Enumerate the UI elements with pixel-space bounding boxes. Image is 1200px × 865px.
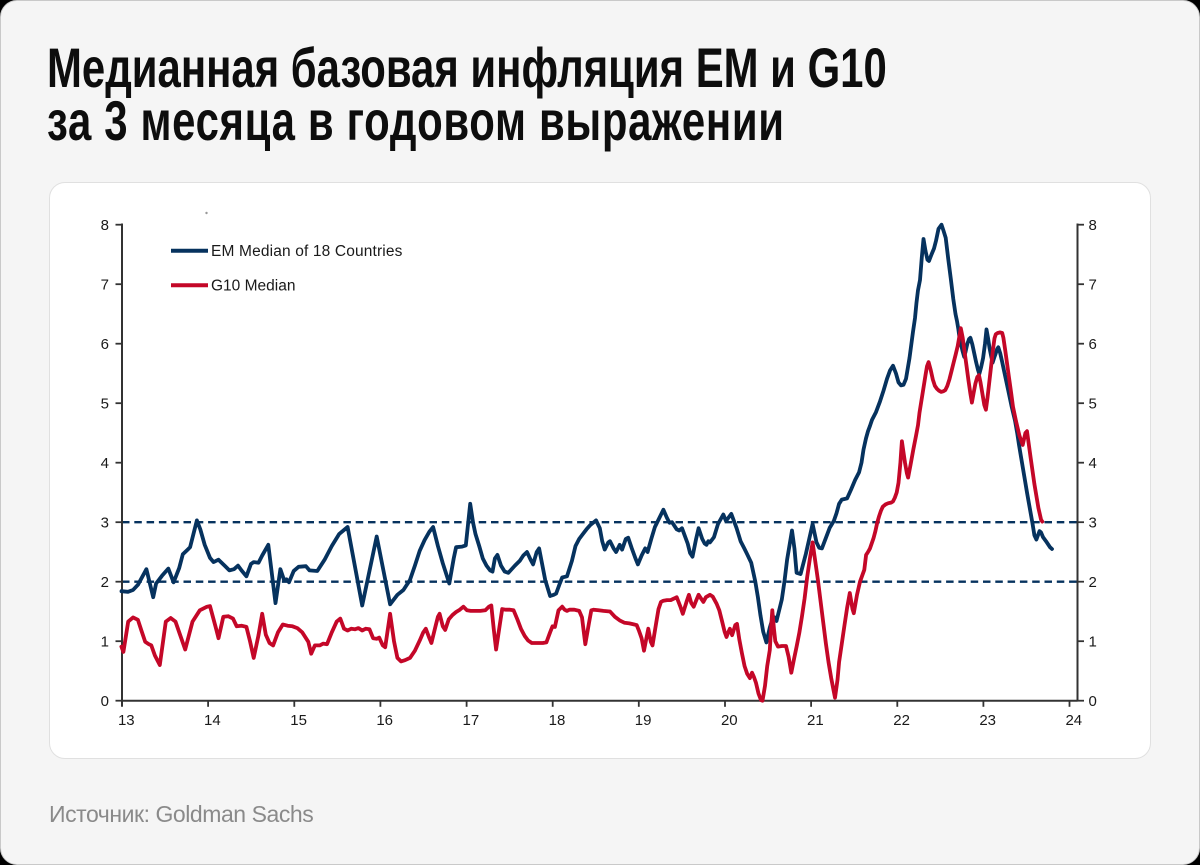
svg-text:17: 17 bbox=[463, 712, 480, 729]
svg-text:24: 24 bbox=[1065, 712, 1082, 729]
svg-text:13: 13 bbox=[118, 712, 135, 729]
svg-text:19: 19 bbox=[635, 712, 652, 729]
svg-text:3: 3 bbox=[1089, 515, 1097, 532]
svg-text:14: 14 bbox=[204, 712, 221, 729]
svg-text:22: 22 bbox=[893, 712, 910, 729]
svg-text:15: 15 bbox=[290, 712, 307, 729]
svg-text:4: 4 bbox=[101, 455, 109, 472]
svg-text:1: 1 bbox=[1089, 634, 1097, 651]
svg-text:16: 16 bbox=[376, 712, 393, 729]
svg-text:6: 6 bbox=[1089, 336, 1097, 353]
svg-text:EM Median of 18 Countries: EM Median of 18 Countries bbox=[211, 243, 403, 260]
svg-text:20: 20 bbox=[721, 712, 738, 729]
svg-text:5: 5 bbox=[101, 396, 109, 413]
svg-text:8: 8 bbox=[101, 217, 109, 234]
svg-text:0: 0 bbox=[101, 693, 109, 710]
svg-text:4: 4 bbox=[1089, 455, 1097, 472]
svg-text:0: 0 bbox=[1089, 693, 1097, 710]
svg-text:7: 7 bbox=[1089, 277, 1097, 294]
svg-text:6: 6 bbox=[101, 336, 109, 353]
svg-text:G10 Median: G10 Median bbox=[211, 278, 295, 295]
svg-text:23: 23 bbox=[979, 712, 996, 729]
svg-text:7: 7 bbox=[101, 277, 109, 294]
svg-text:3: 3 bbox=[101, 515, 109, 532]
svg-text:2: 2 bbox=[101, 574, 109, 591]
svg-text:18: 18 bbox=[549, 712, 566, 729]
svg-text:8: 8 bbox=[1089, 217, 1097, 234]
svg-text:1: 1 bbox=[101, 634, 109, 651]
svg-text:2: 2 bbox=[1089, 574, 1097, 591]
svg-text:5: 5 bbox=[1089, 396, 1097, 413]
svg-text:21: 21 bbox=[807, 712, 824, 729]
